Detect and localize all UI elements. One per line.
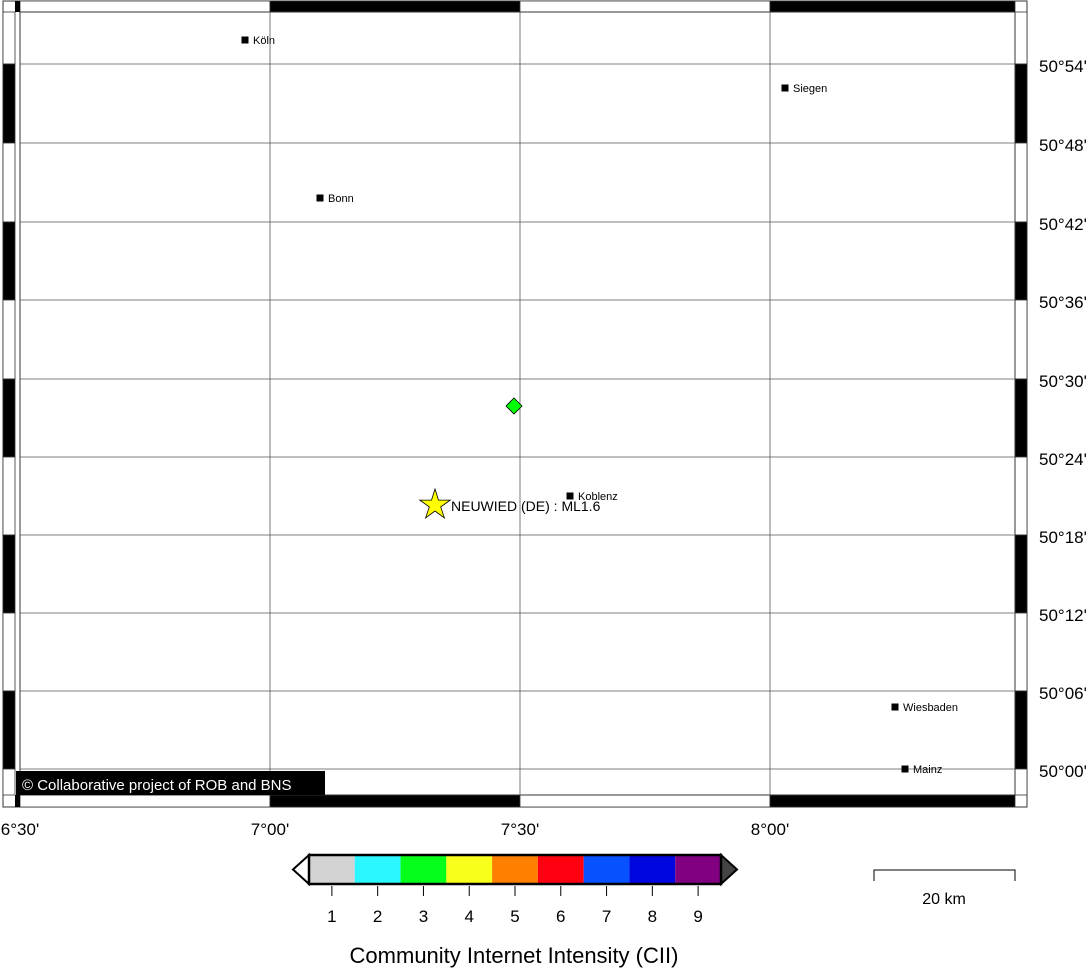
colorbar-border — [307, 853, 723, 886]
city-label: Köln — [253, 35, 275, 47]
latitude-label: 50°06' — [1039, 684, 1087, 703]
latitude-label: 50°18' — [1039, 528, 1087, 547]
longitude-label: 7°00' — [251, 820, 289, 839]
frame-segment — [1014, 63, 1028, 144]
latitude-label: 50°24' — [1039, 450, 1087, 469]
frame-segment — [519, 0, 771, 13]
city-label: Koblenz — [578, 491, 618, 503]
frame-segment — [1014, 768, 1028, 796]
city-label: Mainz — [913, 764, 942, 776]
city-marker — [566, 492, 574, 500]
longitude-labels: 6°30' 7°00' 7°30' 8°00' — [1, 820, 789, 839]
frame-segment — [769, 0, 1016, 13]
frame-segment — [2, 299, 16, 380]
frame-segment — [2, 378, 16, 458]
latitude-label: 50°48' — [1039, 136, 1087, 155]
latitude-label: 50°12' — [1039, 606, 1087, 625]
city-markers: Köln Siegen Bonn Koblenz Wiesbaden Mainz — [241, 35, 958, 776]
intensity-colorbar: 1 2 3 4 5 6 7 8 9 — [291, 852, 739, 926]
colorbar-tick-label: 6 — [556, 907, 565, 926]
latitude-labels: 50°54' 50°48' 50°42' 50°36' 50°30' 50°24' 50°1… — [1039, 57, 1087, 781]
city-marker — [891, 703, 899, 711]
colorbar-tick-label: 5 — [510, 907, 519, 926]
city-marker — [901, 765, 909, 773]
frame-segment — [1014, 221, 1028, 301]
latitude-label: 50°42' — [1039, 215, 1087, 234]
epicenter-star-icon[interactable] — [418, 487, 452, 519]
colorbar-swatch — [537, 855, 584, 884]
colorbar-swatch — [400, 855, 447, 884]
frame-segment — [2, 142, 16, 223]
copyright-box — [16, 771, 325, 795]
frame-segment — [519, 794, 771, 808]
longitude-label: 7°30' — [501, 820, 539, 839]
frame-segment — [269, 0, 521, 13]
event-label: NEUWIED (DE) : ML1.6 — [451, 498, 601, 514]
frame-segment — [2, 63, 16, 144]
scale-bar: 20 km — [873, 869, 1016, 908]
city-label: Bonn — [328, 193, 354, 205]
frame-corner — [15, 1, 20, 12]
map-area — [19, 11, 1016, 796]
map-frame — [2, 0, 1028, 808]
report-marker-diamond[interactable] — [505, 397, 523, 415]
frame-segment — [1014, 299, 1028, 380]
colorbar-high-arrow — [720, 852, 739, 887]
colorbar-swatch — [629, 855, 676, 884]
frame-segment — [1014, 456, 1028, 536]
frame-segment — [1014, 612, 1028, 692]
colorbar-tick-label: 4 — [464, 907, 473, 926]
colorbar-tick-label: 2 — [373, 907, 382, 926]
frame-segment — [1014, 11, 1028, 65]
colorbar-swatch — [583, 855, 630, 884]
frame-segment — [19, 0, 271, 13]
city-marker — [316, 194, 324, 202]
frame-segment — [2, 11, 16, 65]
frame-segment — [2, 221, 16, 301]
city-marker — [781, 84, 789, 92]
frame-segment — [2, 534, 16, 614]
colorbar-tick-label: 3 — [419, 907, 428, 926]
frame-segment — [1014, 690, 1028, 770]
latitude-label: 50°30' — [1039, 372, 1087, 391]
city-label: Siegen — [793, 83, 827, 95]
graticule — [20, 12, 1015, 795]
colorbar-swatch — [309, 855, 355, 884]
latitude-label: 50°36' — [1039, 293, 1087, 312]
frame-corner — [15, 795, 20, 807]
frame-segment — [19, 794, 271, 808]
colorbar-swatch — [354, 855, 401, 884]
frame-segment — [1014, 142, 1028, 223]
colorbar-low-arrow — [291, 852, 310, 887]
latitude-label: 50°54' — [1039, 57, 1087, 76]
scale-bar-label: 20 km — [922, 891, 966, 908]
frame-segment — [2, 768, 16, 796]
colorbar-tick-label: 9 — [693, 907, 702, 926]
colorbar-tick-label: 7 — [602, 907, 611, 926]
colorbar-swatch — [492, 855, 538, 884]
city-label: Wiesbaden — [903, 702, 958, 714]
frame-segment — [269, 794, 521, 808]
colorbar-tick-label: 8 — [648, 907, 657, 926]
latitude-label: 50°00' — [1039, 762, 1087, 781]
copyright-text: © Collaborative project of ROB and BNS — [22, 777, 292, 794]
longitude-label: 8°00' — [751, 820, 789, 839]
colorbar-swatch — [675, 855, 721, 884]
longitude-label: 6°30' — [1, 820, 39, 839]
frame-segment — [1014, 378, 1028, 458]
frame-segment — [769, 794, 1016, 808]
colorbar-title: Community Internet Intensity (CII) — [350, 943, 679, 968]
frame-segment — [2, 612, 16, 692]
city-marker — [241, 36, 249, 44]
colorbar-tick-label: 1 — [327, 907, 336, 926]
frame-segment — [2, 456, 16, 536]
colorbar-swatch — [446, 855, 493, 884]
frame-segment — [1014, 534, 1028, 614]
frame-segment — [2, 690, 16, 770]
